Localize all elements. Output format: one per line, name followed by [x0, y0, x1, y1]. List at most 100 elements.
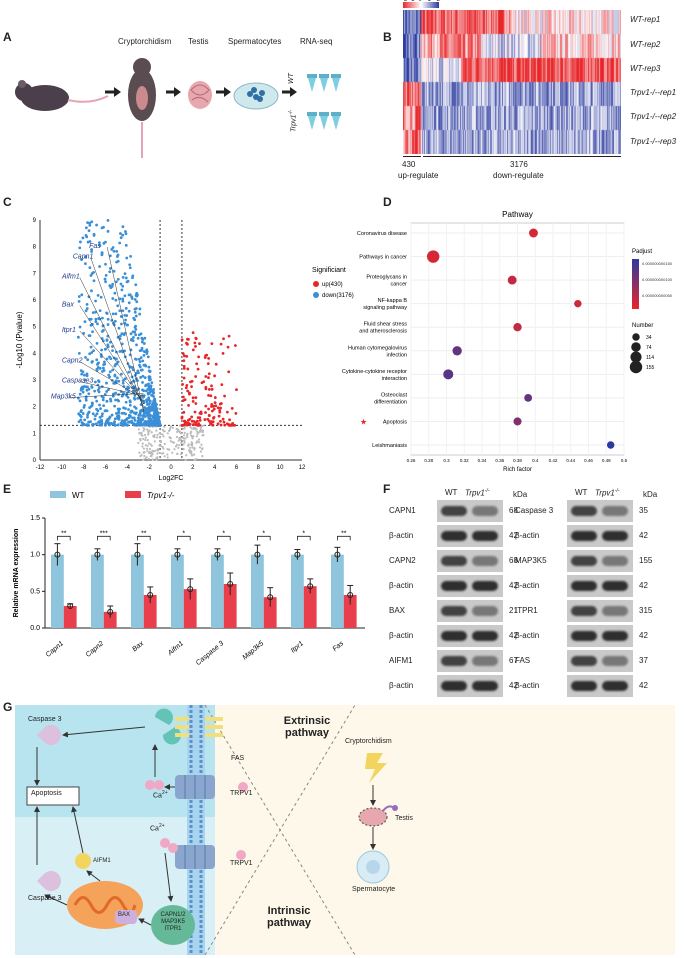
point-ns: [156, 436, 159, 439]
pathway-label: Coronavirus disease: [357, 231, 407, 237]
point-down: [81, 390, 85, 394]
point-up: [223, 423, 227, 427]
pathway-label: Proteoglycans in: [366, 275, 407, 281]
point-up: [194, 375, 198, 378]
point-down: [91, 360, 94, 363]
point-ns: [182, 443, 185, 446]
arrow-icon: [105, 87, 121, 97]
point-up: [194, 402, 198, 405]
point-down: [120, 288, 124, 292]
point-down: [89, 345, 93, 349]
pathway-label: Human cytomegalovirus: [348, 345, 407, 351]
blot-label: AIFM1: [389, 656, 413, 665]
point-ns: [142, 451, 145, 454]
point-ns: [185, 454, 188, 457]
point-down: [90, 401, 94, 405]
panel-label-b: B: [383, 30, 392, 44]
point-down: [88, 352, 92, 356]
point-down: [138, 307, 142, 311]
legend-label: up(430): [322, 282, 343, 288]
category-label: Capn2: [85, 640, 105, 659]
point-down: [117, 326, 121, 330]
tubes-icon: [307, 74, 341, 130]
point-down: [101, 324, 105, 328]
point-down: [114, 391, 117, 395]
data-point: [174, 551, 181, 558]
y-tick-label: 2: [33, 405, 37, 411]
point-down: [111, 246, 115, 249]
point-down: [90, 289, 93, 293]
point-ns: [156, 433, 159, 436]
blot-label: β-actin: [389, 681, 414, 690]
point-down: [111, 349, 114, 353]
blot-label: β-actin: [515, 581, 540, 590]
down-count: 3176: [510, 160, 528, 169]
bar: [183, 589, 197, 628]
x-tick-label: 0.46: [584, 458, 593, 463]
data-point: [294, 551, 301, 558]
kda-header: kDa: [513, 490, 528, 499]
point-down: [134, 283, 138, 287]
point-ns: [183, 427, 186, 430]
testis-icon: [358, 807, 388, 827]
point-down: [133, 385, 136, 389]
point-down: [146, 421, 150, 425]
significance-label: *: [182, 530, 185, 537]
pathway-label: interaction: [382, 376, 407, 382]
bar: [51, 554, 64, 628]
data-point: [214, 551, 221, 558]
blot-band: [567, 600, 633, 622]
panel-label-g: G: [3, 700, 13, 714]
point-down: [118, 334, 122, 338]
pathway-label: Osteoclast: [381, 392, 407, 398]
apoptosis-star: ★: [360, 417, 367, 426]
bar: [303, 586, 317, 628]
point-up: [220, 383, 224, 386]
point-up: [196, 367, 200, 371]
point-down: [113, 319, 117, 323]
point-down: [76, 335, 80, 339]
lane-label-ko: Trpv1-/-: [595, 488, 620, 498]
point-down: [148, 409, 152, 413]
aifm1-label: AIFM1: [93, 858, 111, 864]
point-down: [131, 330, 135, 334]
point-ns: [144, 444, 147, 447]
point-down: [117, 417, 121, 421]
pathway-label: Apoptosis: [383, 419, 407, 425]
point-ns: [179, 436, 182, 439]
point-down: [115, 412, 118, 415]
point-up: [213, 396, 217, 399]
bar: [343, 595, 357, 628]
point-down: [105, 357, 109, 361]
point-down: [124, 422, 128, 425]
point-up: [180, 415, 184, 419]
point-down: [133, 298, 137, 301]
size-legend-label: 114: [646, 355, 654, 361]
point-down: [88, 221, 92, 225]
point-down: [94, 422, 98, 426]
spermatocyte-label: Spermatocyte: [352, 886, 396, 893]
x-tick-label: 8: [257, 465, 261, 471]
point-down: [81, 412, 85, 415]
point-up: [204, 387, 208, 391]
point-ns: [178, 444, 181, 447]
point-ns: [147, 430, 150, 433]
point-up: [193, 410, 197, 414]
point-down: [104, 423, 107, 427]
point-down: [117, 399, 120, 403]
x-tick-label: -6: [103, 465, 109, 471]
point-down: [149, 384, 153, 388]
bar: [251, 554, 264, 628]
gene-leader-line: [79, 277, 144, 407]
point-up: [185, 341, 188, 345]
blot-band: [567, 500, 633, 522]
point-down: [124, 230, 127, 233]
point-up: [194, 344, 197, 348]
blot-kda: 42: [639, 681, 648, 690]
y-tick-label: 0.0: [30, 625, 40, 632]
significance-label: **: [141, 530, 147, 537]
significance-label: **: [341, 530, 347, 537]
point-ns: [182, 434, 186, 437]
panel-label-f: F: [383, 482, 391, 496]
point-down: [113, 423, 117, 427]
